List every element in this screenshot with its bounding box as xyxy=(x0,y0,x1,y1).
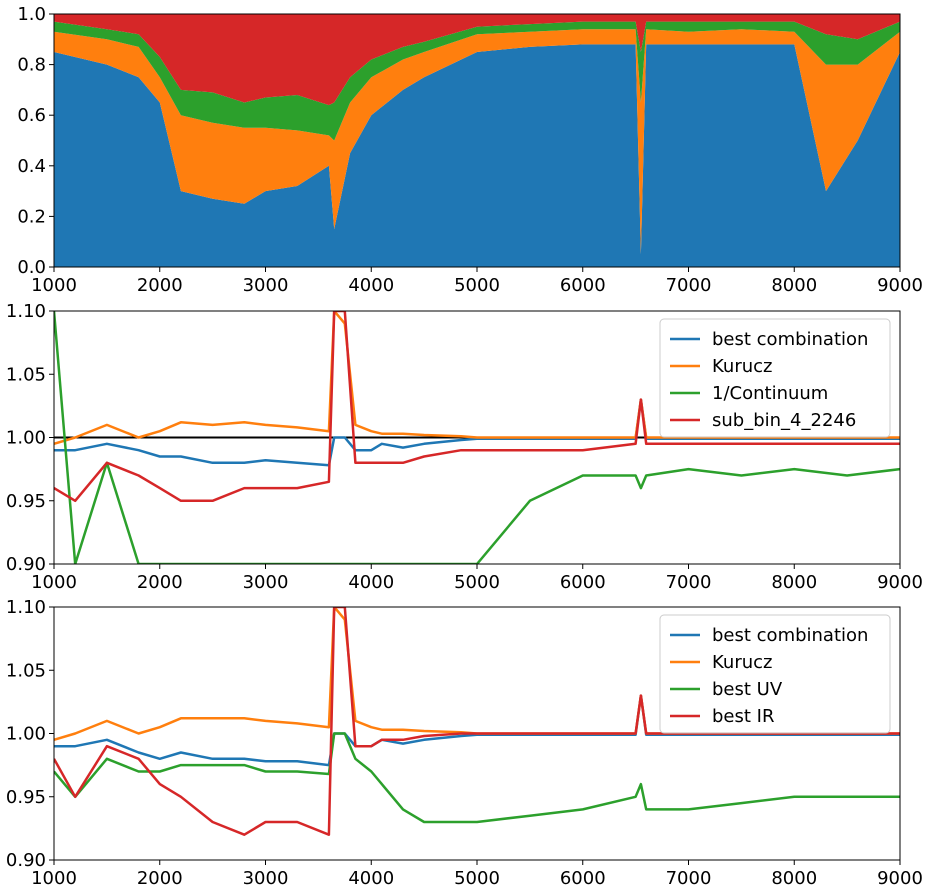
series-line-2 xyxy=(54,732,900,824)
stack-area-1 xyxy=(54,29,900,255)
ratio-chart-continuum: 1000 2000 3000 4000 5000 6000 7000 8000 9000 0.90… xyxy=(6,301,923,593)
y-tick-label: 0.2 xyxy=(17,206,46,227)
y-tick-label: 0.4 xyxy=(17,156,46,177)
series-line-3 xyxy=(54,607,900,836)
y-tick-label: 0.95 xyxy=(6,491,46,512)
legend-label: Kurucz xyxy=(712,356,772,377)
legend-label: Kurucz xyxy=(712,652,772,673)
y-tick-label: 1.00 xyxy=(6,724,46,745)
x-tick-label: 6000 xyxy=(560,868,606,889)
x-tick-label: 7000 xyxy=(666,572,712,593)
y-tick-label: 1.05 xyxy=(6,364,46,385)
legend-box xyxy=(659,614,891,734)
plot-area xyxy=(54,607,900,836)
y-tick-label: 0.90 xyxy=(6,850,46,871)
x-tick-label: 4000 xyxy=(348,868,394,889)
series-line-1 xyxy=(54,311,900,445)
x-tick-label: 3000 xyxy=(243,572,289,593)
x-tick-label: 2000 xyxy=(137,572,183,593)
x-tick-label: 8000 xyxy=(771,275,817,296)
x-tick-label: 4000 xyxy=(348,275,394,296)
x-tick-label: 6000 xyxy=(560,275,606,296)
x-tick-label: 7000 xyxy=(666,868,712,889)
legend: best combination Kurucz best UV best IR xyxy=(659,614,891,734)
plot-area xyxy=(54,14,900,267)
series-line-3 xyxy=(54,311,900,503)
stack-area-0 xyxy=(54,44,900,267)
x-tick-label: 9000 xyxy=(877,275,923,296)
y-tick-label: 0.0 xyxy=(17,257,46,278)
y-tick-label: 1.10 xyxy=(6,597,46,618)
legend-label: 1/Continuum xyxy=(712,383,828,404)
x-tick-label: 2000 xyxy=(137,868,183,889)
x-tick-label: 2000 xyxy=(137,275,183,296)
y-tick-label: 1.00 xyxy=(6,428,46,449)
y-tick-label: 0.8 xyxy=(17,55,46,76)
series-line-0 xyxy=(54,398,900,467)
x-tick-label: 7000 xyxy=(666,275,712,296)
x-tick-label: 5000 xyxy=(454,275,500,296)
y-tick-label: 1.10 xyxy=(6,301,46,322)
legend: best combination Kurucz 1/Continuum sub_bin… xyxy=(659,318,891,438)
x-tick-label: 4000 xyxy=(348,572,394,593)
legend-label: best combination xyxy=(712,329,868,350)
x-tick-label: 9000 xyxy=(877,572,923,593)
x-tick-label: 8000 xyxy=(771,572,817,593)
legend-label: best IR xyxy=(712,706,774,727)
ratio-chart-uv-ir: 1000 2000 3000 4000 5000 6000 7000 8000 9000 0.90… xyxy=(6,597,923,889)
stack-area-2 xyxy=(54,21,900,141)
y-tick-label: 0.6 xyxy=(17,105,46,126)
series-line-2 xyxy=(54,311,900,564)
legend-label: best combination xyxy=(712,625,868,646)
stacked-fraction-chart: 1000 2000 3000 4000 5000 6000 7000 8000 9000 0.0 0… xyxy=(17,4,923,296)
legend-label: best UV xyxy=(712,679,783,700)
x-tick-label: 3000 xyxy=(243,868,289,889)
y-tick-label: 1.0 xyxy=(17,4,46,25)
x-tick-label: 1000 xyxy=(31,572,77,593)
x-tick-label: 8000 xyxy=(771,868,817,889)
stack-area-3 xyxy=(54,14,900,106)
y-tick-label: 0.95 xyxy=(6,787,46,808)
x-tick-label: 3000 xyxy=(243,275,289,296)
x-tick-label: 1000 xyxy=(31,275,77,296)
legend-box xyxy=(659,318,891,438)
x-tick-label: 6000 xyxy=(560,572,606,593)
x-tick-label: 5000 xyxy=(454,868,500,889)
x-tick-label: 1000 xyxy=(31,868,77,889)
x-tick-label: 9000 xyxy=(877,868,923,889)
y-tick-label: 1.05 xyxy=(6,660,46,681)
y-tick-label: 0.90 xyxy=(6,554,46,575)
legend-label: sub_bin_4_2246 xyxy=(712,410,856,431)
x-tick-label: 5000 xyxy=(454,572,500,593)
